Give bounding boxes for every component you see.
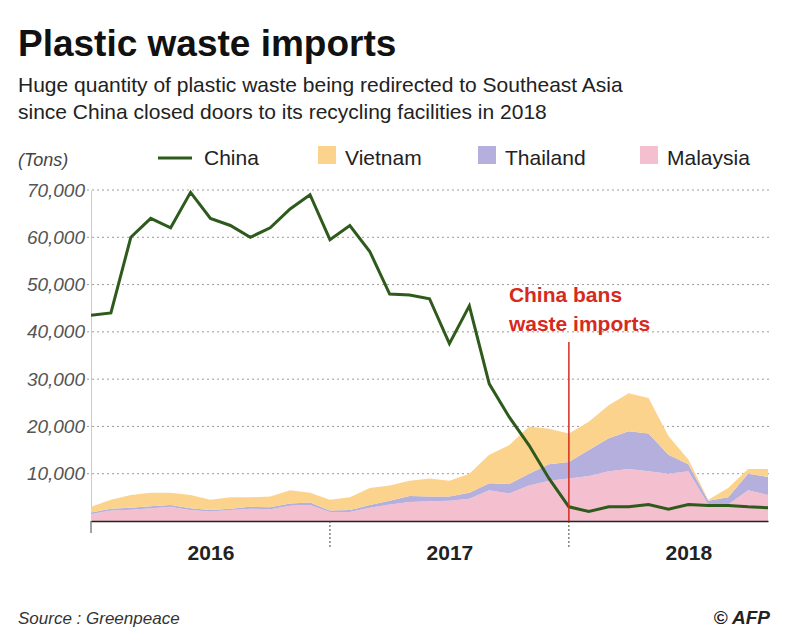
y-tick-label: 70,000: [27, 180, 86, 201]
y-tick: 40,000: [27, 321, 91, 342]
grid-line: [87, 190, 770, 191]
annotation-text: China bans: [509, 283, 622, 306]
y-tick-label: 50,000: [27, 274, 86, 295]
x-axis-line: [92, 521, 769, 523]
legend-label: Vietnam: [345, 146, 422, 169]
legend-label: Thailand: [505, 146, 586, 169]
subtitle: Huge quantity of plastic waste being red…: [18, 73, 623, 96]
grid: [87, 190, 770, 474]
title: Plastic waste imports: [18, 23, 396, 64]
x-tick-label: 2016: [188, 541, 235, 564]
x-tick: 2017: [427, 521, 474, 564]
chart: Plastic waste imports Huge quantity of pl…: [0, 0, 800, 643]
y-tick-label: 20,000: [26, 416, 86, 437]
x-tick-label: 2018: [665, 541, 712, 564]
annotation-text: waste imports: [508, 312, 650, 335]
year-separators: [91, 521, 569, 549]
y-tick: 60,000: [27, 227, 91, 248]
legend-item: Thailand: [478, 146, 586, 169]
legend-item: Vietnam: [318, 146, 422, 169]
year-separator: [329, 521, 330, 549]
y-axis-label: (Tons): [18, 150, 68, 170]
x-tick: 2016: [188, 521, 235, 564]
subtitle: since China closed doors to its recyclin…: [18, 100, 547, 123]
line-china: [91, 192, 768, 511]
credit: © AFP: [713, 607, 770, 628]
y-axis-line: [91, 191, 92, 522]
y-tick-label: 40,000: [27, 321, 86, 342]
y-axis: 10,000 20,000 30,000 40,000 50,000 60,000 70,0…: [26, 180, 92, 522]
y-tick: 70,000: [27, 180, 91, 201]
source: Source : Greenpeace: [18, 609, 180, 628]
legend-item: China: [158, 146, 259, 169]
legend: China Vietnam Thailand Malaysia: [158, 146, 750, 169]
plot-area: [91, 192, 768, 521]
x-tick-label: 2017: [427, 541, 474, 564]
grid-line: [87, 379, 770, 380]
x-axis: 2016 2017 2018: [92, 521, 769, 564]
year-separator: [91, 521, 92, 533]
grid-line: [87, 426, 770, 427]
y-tick: 50,000: [27, 274, 91, 295]
legend-swatch: [640, 146, 658, 164]
legend-swatch: [318, 146, 336, 164]
annotation-line: [568, 342, 570, 521]
grid-line: [87, 331, 770, 332]
legend-swatch: [478, 146, 496, 164]
y-tick: 30,000: [27, 369, 91, 390]
x-tick: 2018: [665, 521, 712, 564]
y-tick-label: 30,000: [27, 369, 86, 390]
grid-line: [87, 237, 770, 238]
legend-label: China: [204, 146, 259, 169]
y-tick-label: 10,000: [27, 463, 86, 484]
legend-label: Malaysia: [667, 146, 750, 169]
legend-swatch: [158, 157, 192, 160]
y-tick-label: 60,000: [27, 227, 86, 248]
year-separator: [568, 521, 569, 549]
area-vietnam: [91, 393, 768, 512]
legend-item: Malaysia: [640, 146, 750, 169]
grid-line: [87, 284, 770, 285]
y-tick: 10,000: [27, 463, 91, 484]
y-tick: 20,000: [26, 416, 91, 437]
